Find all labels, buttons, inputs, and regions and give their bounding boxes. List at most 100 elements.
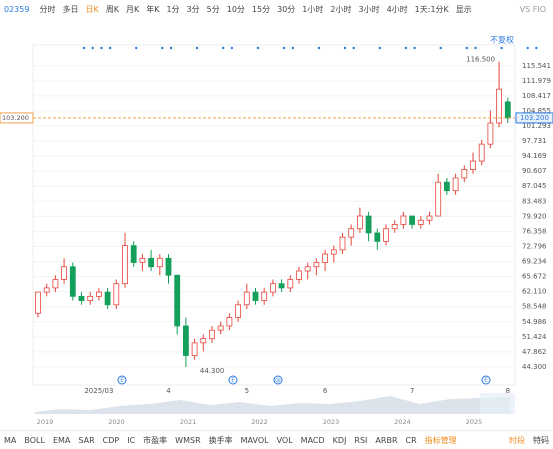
candle-body: [243, 291, 250, 306]
period-tab[interactable]: 10分: [226, 4, 245, 14]
x-tick-label: 6: [323, 387, 328, 395]
period-tab[interactable]: 30分: [277, 4, 296, 14]
event-label: E: [231, 378, 235, 384]
indicator-tab[interactable]: MACD: [300, 435, 325, 445]
news-dot: [169, 46, 173, 50]
news-dot: [291, 46, 294, 50]
period-tab[interactable]: 日K: [85, 4, 99, 14]
navigator-year: 2021: [180, 418, 197, 426]
period-tab[interactable]: 4小时: [386, 4, 408, 14]
right-tab[interactable]: 特码: [533, 435, 549, 445]
candle-body: [313, 262, 320, 268]
candle-body: [356, 215, 363, 230]
last-price-label: 103.200: [520, 114, 549, 122]
y-tick-label: 54.986: [522, 318, 547, 326]
indicator-manage[interactable]: 指标管理: [424, 435, 457, 445]
x-tick-label: 7: [410, 387, 414, 395]
indicator-tab[interactable]: MAVOL: [240, 435, 269, 445]
adjust-button[interactable]: 不复权: [490, 35, 514, 45]
period-tab[interactable]: 1小时: [302, 4, 324, 14]
news-dot: [100, 46, 103, 50]
candle-body: [452, 177, 459, 192]
candle-body: [235, 304, 242, 318]
y-tick-label: 69.234: [522, 258, 547, 266]
period-tab[interactable]: 2小时: [330, 4, 352, 14]
period-tab[interactable]: 1分: [166, 4, 180, 14]
event-label: @: [275, 378, 281, 384]
news-dot: [526, 46, 529, 50]
y-tick-label: 72.796: [522, 242, 547, 250]
indicator-tab[interactable]: 市盈率: [143, 435, 168, 445]
period-tab[interactable]: 周K: [105, 4, 119, 14]
x-tick-label: 4: [166, 387, 171, 395]
candle-body: [269, 283, 276, 293]
candle-body: [148, 257, 155, 268]
news-dot: [378, 46, 381, 50]
news-dot: [474, 46, 477, 50]
y-tick-label: 51.424: [522, 333, 547, 341]
event-label: E: [484, 378, 488, 384]
candle-body: [261, 291, 268, 301]
candle-body: [322, 253, 329, 263]
candle-body: [400, 215, 407, 225]
y-tick-label: 83.483: [522, 197, 547, 205]
candle-body: [391, 224, 398, 230]
period-tab[interactable]: 3分: [186, 4, 200, 14]
indicator-tab[interactable]: 换手率: [208, 435, 233, 445]
candle-body: [209, 329, 215, 340]
indicator-tab[interactable]: VOL: [276, 435, 293, 445]
indicator-bar: MA BOLL EMA SAR CDP IC 市盈率 WMSR 换手率 MAVOL VOL MACD K…: [0, 430, 553, 449]
event-label: E: [120, 378, 124, 384]
period-tab[interactable]: 1天:1分K: [414, 4, 449, 14]
indicator-tab[interactable]: SAR: [78, 435, 95, 445]
indicator-tab[interactable]: KDJ: [332, 435, 347, 445]
indicator-tab[interactable]: IC: [127, 435, 136, 445]
indicator-tab[interactable]: EMA: [52, 435, 71, 445]
candle-body: [409, 215, 416, 225]
candle-body: [52, 279, 59, 289]
indicator-tab[interactable]: WMSR: [175, 435, 201, 445]
y-tick-label: 115.541: [522, 62, 551, 70]
period-tab[interactable]: 多日: [62, 4, 79, 14]
candle-body: [278, 283, 285, 289]
navigator-window: [480, 393, 515, 414]
period-tab[interactable]: 显示: [455, 4, 472, 14]
chart: 不复权 115.541 111.979 108.417 104.855 101.293 9…: [0, 35, 553, 426]
toolbar: 02359 分时 多日 日K 周K 月K 年K 1分 3分 5分 10分 15分 30分 1小时 2小时 3小…: [0, 0, 553, 18]
last-price-box: [0, 112, 34, 124]
y-tick-label: 58.548: [522, 303, 547, 311]
period-tab[interactable]: 月K: [125, 4, 140, 14]
candle-body: [461, 169, 468, 179]
right-tab[interactable]: 时段: [509, 435, 525, 445]
last-price-box: [515, 112, 553, 124]
period-tab[interactable]: 3小时: [358, 4, 380, 14]
period-tab[interactable]: 年K: [146, 4, 160, 14]
news-dot: [230, 46, 234, 50]
candle-body: [426, 215, 433, 221]
candle-body: [200, 338, 207, 344]
y-tick-label: 47.862: [522, 348, 547, 356]
indicator-tab[interactable]: CDP: [102, 435, 120, 445]
indicator-tab[interactable]: CR: [405, 435, 417, 445]
period-tab[interactable]: 分时: [39, 4, 56, 14]
indicator-tab[interactable]: RSI: [354, 435, 368, 445]
indicator-tab[interactable]: BOLL: [24, 435, 45, 445]
candle-body: [383, 228, 389, 242]
navigator-year: 2025: [466, 418, 483, 426]
y-tick-label: 111.979: [522, 77, 551, 85]
y-tick-label: 104.855: [522, 107, 551, 115]
indicator-tab[interactable]: MA: [4, 435, 17, 445]
news-dot: [161, 46, 164, 50]
compare: VS FIO: [519, 4, 546, 14]
period-tab[interactable]: 15分: [251, 4, 271, 14]
news-dot: [195, 46, 199, 50]
candle-body: [122, 245, 128, 285]
candle-body: [348, 228, 355, 238]
symbol: 02359: [4, 4, 30, 14]
y-tick-label: 44.300: [522, 363, 547, 371]
period-tab[interactable]: 5分: [206, 4, 220, 14]
indicator-tab[interactable]: ARBR: [375, 435, 398, 445]
candle-body: [435, 181, 442, 217]
candle-body: [339, 236, 346, 251]
